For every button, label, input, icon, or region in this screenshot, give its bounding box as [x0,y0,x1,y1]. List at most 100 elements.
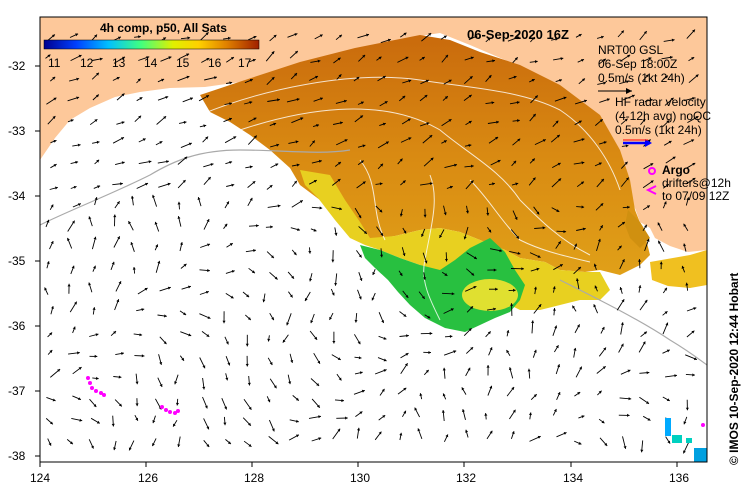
current-arrow-head [643,331,647,335]
x-tick: 136 [669,471,689,485]
current-arrow-head [276,143,280,147]
map-title: 06-Sep-2020 16Z [467,27,569,42]
current-arrow-head [202,365,206,369]
current-arrow-head [206,426,210,430]
current-arrow-head [584,99,587,103]
current-arrow-head [557,392,561,396]
current-arrow-head [78,203,81,206]
current-arrow-head [224,406,227,410]
current-arrow-head [267,399,271,403]
current-arrow-head [489,347,493,351]
current-arrow-head [511,431,515,435]
current-arrow-head [470,306,473,310]
current-arrow-head [305,298,308,301]
current-arrow-head [121,93,125,97]
current-arrow-head [625,144,629,148]
current-arrow-head [50,241,54,244]
current-arrow-head [646,401,649,404]
current-arrow-head [442,367,446,371]
current-arrow-head [75,160,79,164]
current-arrow-head [646,205,650,209]
current-arrow-head [664,75,668,79]
current-arrow-head [453,350,457,354]
current-arrow-head [293,252,297,256]
current-arrow-head [94,34,97,38]
current-arrow-head [230,295,234,299]
current-arrow-head [248,422,251,426]
current-arrow-head [626,80,629,84]
current-arrow-head [470,347,474,350]
current-arrow-head [67,237,70,241]
current-arrow-head [623,446,627,449]
current-arrow-head [516,235,519,239]
current-arrow-head [163,341,167,345]
contour-line [239,108,591,256]
current-arrow-head [51,306,54,309]
current-arrow-head [442,393,446,397]
current-arrow-head [139,97,143,100]
current-arrow-head [331,259,335,263]
current-arrow-head [555,345,559,349]
y-tick: -37 [8,384,26,398]
current-arrow-head [428,33,432,36]
current-arrow-head [528,412,532,416]
current-arrow-head [666,349,670,353]
current-arrow-head [148,160,152,164]
current-arrow-head [362,144,366,148]
current-arrow-head [118,281,122,285]
x-tick: 124 [30,471,50,485]
current-arrow-head [128,221,132,225]
current-arrow-head [204,405,208,409]
current-arrow-head [78,397,81,400]
current-arrow-head [173,423,176,427]
current-arrow-head [513,288,516,292]
current-arrow-head [448,79,452,83]
current-arrow-head [96,159,100,163]
current-arrow-head [113,331,116,334]
current-arrow-head [449,185,453,189]
current-arrow-head [383,358,387,362]
current-arrow-head [313,228,317,232]
current-arrow-head [362,54,366,58]
current-arrow-head [468,328,472,332]
current-arrow-head [72,326,76,330]
current-arrow-head [205,290,209,294]
current-arrow-head [256,224,259,228]
current-arrow-head [229,102,232,106]
current-arrow-head [225,341,229,345]
current-arrow-head [76,77,80,81]
current-arrow-head [461,409,465,412]
current-arrow-head [91,445,94,449]
current-arrow-head [559,79,562,82]
current-arrow-head [647,417,651,421]
current-arrow-head [399,272,403,276]
current-arrow-head [381,320,384,323]
current-arrow-head [514,216,518,220]
current-arrow-head [381,388,385,392]
current-arrow-head [621,222,625,225]
current-arrow-head [271,51,275,55]
current-arrow-head [683,223,687,227]
current-arrow-head [521,267,524,271]
current-arrow-head [664,287,667,291]
current-arrow-head [49,350,53,353]
current-arrow-head [308,251,312,254]
current-arrow-head [135,381,139,385]
current-arrow-head [372,272,376,275]
current-arrow-head [205,136,209,140]
current-arrow-head [269,185,273,188]
current-arrow-head [692,163,696,166]
current-arrow-head [598,162,602,166]
current-arrow-head [621,299,625,303]
current-arrow-head [454,163,457,167]
current-arrow-head [496,120,499,124]
current-arrow-head [117,36,121,40]
current-arrow-head [77,143,81,147]
current-arrow-head [527,368,531,372]
svg-text:17: 17 [238,56,252,70]
current-arrow-head [574,243,577,247]
current-arrow-head [203,124,207,128]
current-arrow-head [121,121,125,125]
current-arrow-head [692,373,695,377]
current-arrow-head [270,225,273,229]
